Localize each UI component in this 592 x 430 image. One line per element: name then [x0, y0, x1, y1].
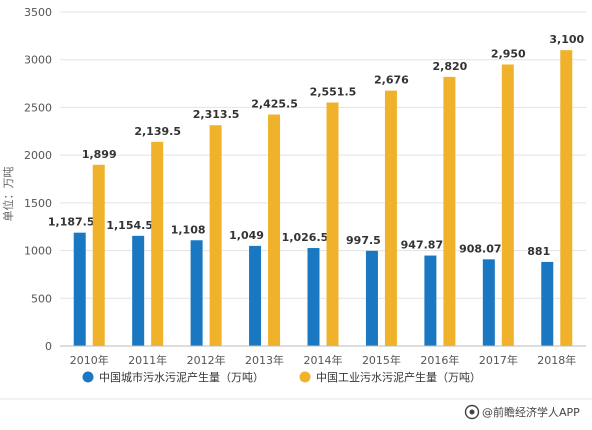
bar-series-0: [307, 248, 320, 346]
bar-series-0: [190, 240, 203, 346]
data-label-series-0: 881: [527, 245, 550, 258]
legend-marker-series-0: [82, 371, 94, 383]
legend: 中国城市污水污泥产生量（万吨） 中国工业污水污泥产生量（万吨）: [82, 370, 481, 384]
y-axis-ticks: 0 500 1000 1500 2000 2500 3000 3500: [24, 6, 52, 353]
data-label-series-1: 2,425.5: [251, 98, 298, 111]
bar-series-0: [424, 255, 437, 346]
bar-series-0: [365, 250, 378, 346]
bars: 1,187.5 1,899 1,154.5 2,139.5 1,108 2,313.5 1,…: [48, 33, 585, 347]
data-label-series-0: 997.5: [346, 234, 381, 247]
bar-series-1: [501, 64, 514, 346]
data-label-series-0: 908.07: [459, 242, 501, 255]
x-tick-label: 2015年: [362, 353, 401, 367]
data-label-series-1: 2,820: [432, 60, 467, 73]
x-tick-label: 2014年: [304, 353, 343, 367]
legend-marker-series-1: [299, 371, 311, 383]
bar-series-1: [443, 76, 456, 347]
y-tick-label: 3000: [24, 54, 52, 67]
x-tick-label: 2016年: [420, 353, 459, 367]
gridlines: [60, 11, 586, 299]
data-label-series-1: 2,313.5: [193, 108, 240, 121]
legend-label-series-1: 中国工业污水污泥产生量（万吨）: [316, 370, 481, 384]
footer: @前瞻经济学人APP: [464, 404, 580, 420]
data-label-series-0: 1,187.5: [48, 216, 95, 229]
x-tick-label: 2017年: [479, 353, 518, 367]
y-tick-label: 3500: [24, 6, 52, 19]
data-label-series-1: 2,551.5: [310, 86, 357, 99]
y-tick-label: 2000: [24, 149, 52, 162]
x-tick-label: 2018年: [537, 353, 576, 367]
bar-series-1: [151, 141, 164, 346]
data-label-series-0: 1,154.5: [106, 219, 153, 232]
data-label-series-1: 2,139.5: [134, 125, 181, 138]
bar-series-1: [384, 90, 397, 346]
bar-series-0: [482, 259, 495, 346]
bar-series-0: [132, 235, 145, 346]
bar-series-0: [249, 245, 262, 346]
x-tick-label: 2011年: [128, 353, 167, 367]
data-label-series-1: 2,950: [491, 47, 526, 60]
bar-series-1: [268, 114, 281, 347]
bar-series-1: [560, 50, 573, 347]
data-label-series-0: 947.87: [401, 239, 443, 252]
x-tick-label: 2012年: [187, 353, 226, 367]
bar-series-0: [541, 261, 554, 346]
legend-label-series-0: 中国城市污水污泥产生量（万吨）: [99, 370, 264, 384]
data-label-series-1: 3,100: [549, 33, 584, 46]
data-label-series-0: 1,049: [229, 229, 264, 242]
x-tick-label: 2010年: [70, 353, 109, 367]
y-tick-label: 2500: [24, 101, 52, 114]
y-tick-label: 1500: [24, 197, 52, 210]
x-axis-ticks: 2010年 2011年 2012年 2013年 2014年 2015年 2016年 2017年…: [70, 353, 577, 367]
bar-series-0: [73, 232, 86, 346]
bar-series-1: [92, 164, 105, 346]
data-label-series-1: 2,676: [374, 74, 409, 87]
data-label-series-0: 1,108: [171, 223, 206, 236]
data-label-series-1: 1,899: [82, 148, 117, 161]
y-tick-label: 500: [31, 292, 52, 305]
y-tick-label: 1000: [24, 245, 52, 258]
bar-series-1: [326, 102, 339, 346]
footer-source: @前瞻经济学人APP: [482, 405, 580, 419]
qianzhan-logo-icon: [464, 404, 480, 420]
y-tick-label: 0: [45, 340, 52, 353]
bar-series-1: [209, 125, 222, 346]
x-tick-label: 2013年: [245, 353, 284, 367]
data-label-series-0: 1,026.5: [282, 231, 329, 244]
y-axis-label: 单位：万吨: [1, 167, 15, 222]
